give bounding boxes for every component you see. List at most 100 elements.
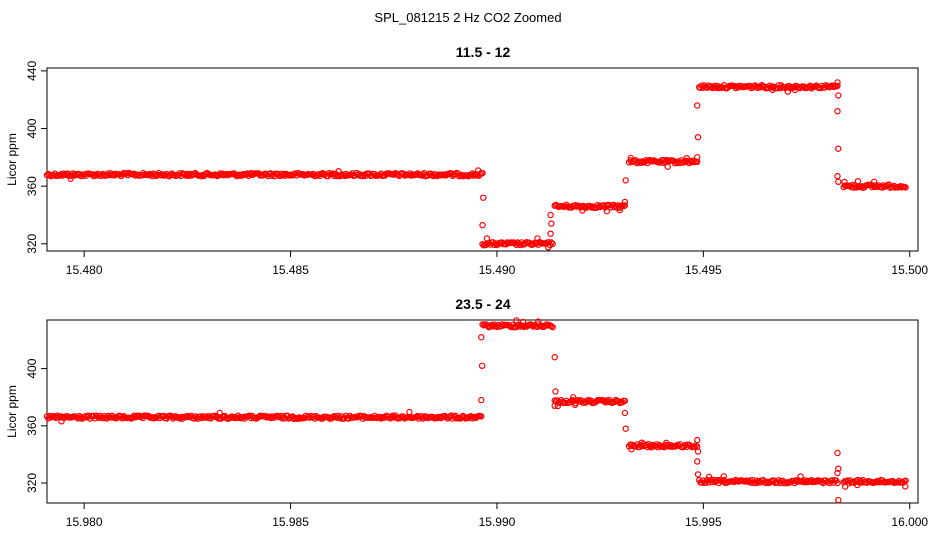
data-point [549,324,556,331]
axes: 15.480 15.485 15.490 15.495 15.500 320 360 400 4… [5,61,928,277]
y-tick-label: 440 [25,61,39,81]
data-point [834,469,841,477]
data-point [663,439,670,446]
y-tick-label: 400 [25,358,39,378]
data-point [902,483,909,490]
y-tick-label: 320 [25,473,39,493]
data-point [621,409,629,417]
data-point [572,201,579,209]
data-point [478,396,485,404]
data-point [67,175,74,182]
data-point [478,334,485,341]
data-point [628,446,635,453]
data-point [834,79,841,86]
data-point [791,86,799,94]
data-point [584,397,591,405]
data-points [43,317,909,504]
data-point [835,145,842,152]
data-point [835,496,842,504]
data-point [691,443,698,451]
data-point [694,154,701,161]
y-axis-label: Licor ppm [5,385,19,438]
data-point [60,170,68,177]
x-tick-label: 15.980 [66,515,103,529]
data-point [515,321,523,329]
data-point [902,184,909,191]
x-tick-label: 15.495 [685,263,722,277]
data-point [574,397,582,404]
data-point [547,230,554,237]
x-tick-label: 15.990 [479,515,516,529]
figure-title: SPL_081215 2 Hz CO2 Zoomed [374,10,561,25]
data-point [834,82,841,90]
data-point [842,483,849,490]
data-point [616,206,624,214]
x-tick-label: 15.995 [685,515,722,529]
data-point [491,241,498,249]
data-point [58,418,65,425]
x-tick-label: 15.485 [272,263,309,277]
data-point [554,402,562,410]
data-point [547,211,554,219]
data-point [571,401,579,409]
data-point [637,159,645,166]
data-point [627,154,635,162]
data-point [534,235,541,242]
data-point [664,163,671,170]
data-point [803,479,810,486]
x-tick-label: 15.480 [66,263,103,277]
data-point [585,396,592,404]
data-point [570,394,577,401]
data-point [513,317,520,324]
data-point [548,220,555,227]
panel-title: 23.5 - 24 [455,296,510,312]
data-point [797,473,804,480]
data-point [479,169,486,177]
data-point [716,476,724,484]
data-point [694,436,701,444]
data-point [551,354,558,361]
data-point [834,107,841,115]
y-tick-label: 320 [25,233,39,253]
data-point [835,465,842,472]
data-point [683,154,690,162]
y-tick-label: 360 [25,415,39,435]
data-point [835,178,842,185]
data-point [478,413,485,420]
data-point [483,235,491,242]
data-point [603,207,611,215]
data-point [834,449,841,457]
plot-frame [46,67,919,252]
data-point [551,402,558,409]
data-point [638,439,646,446]
data-point [694,448,702,455]
data-point [621,198,629,206]
data-point [579,207,586,214]
data-point [694,133,702,141]
data-point [694,471,702,478]
data-point [769,86,776,94]
data-point [834,172,841,180]
data-point [479,221,486,229]
data-point [694,158,701,165]
x-tick-label: 15.500 [891,263,928,277]
data-point [622,425,629,432]
data-point [335,167,342,175]
data-point [462,415,469,422]
data-point [549,240,556,248]
x-tick-label: 15.490 [479,263,516,277]
data-point [548,323,555,330]
panel-bottom: 23.5 - 24 15.980 15.985 15.990 15.995 16.000… [5,296,928,529]
data-point [854,481,861,489]
data-point [784,88,792,95]
data-point [216,409,223,417]
y-tick-label: 360 [25,176,39,196]
data-point [871,178,878,185]
y-tick-label: 400 [25,118,39,138]
panel-title: 11.5 - 12 [456,44,511,60]
data-point [621,202,629,209]
data-point [705,473,713,481]
data-point [545,244,552,251]
data-point [478,362,486,369]
